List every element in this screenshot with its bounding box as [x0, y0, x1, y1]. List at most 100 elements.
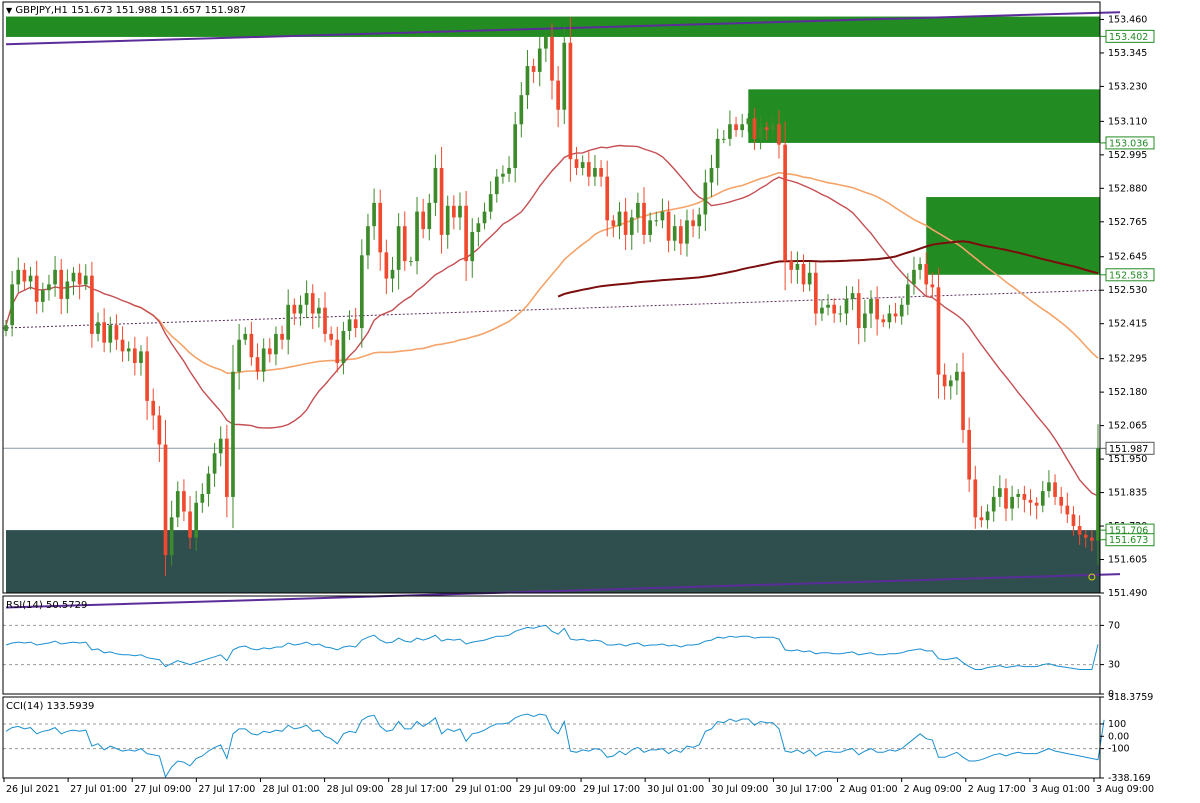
candle: [212, 442, 217, 487]
candle: [807, 261, 812, 292]
candle-body: [924, 264, 929, 285]
candle-body: [942, 374, 947, 387]
candle: [470, 218, 475, 278]
signal-marker: [1088, 573, 1096, 581]
candle-body: [1016, 494, 1021, 497]
candle: [243, 327, 248, 345]
time-tick-label: 2 Aug 17:00: [968, 784, 1026, 795]
header-collapse-icon[interactable]: ▼: [6, 6, 13, 15]
candle-body: [648, 220, 652, 235]
candle-body: [384, 252, 389, 279]
candle-body: [777, 124, 781, 145]
candle-body: [200, 494, 205, 503]
candle-body: [820, 307, 824, 314]
candle-body: [593, 167, 597, 177]
cci-pane-frame: [2, 696, 1101, 779]
candle: [323, 292, 327, 343]
candle: [415, 196, 419, 275]
candle-body: [605, 176, 610, 221]
candle-body: [237, 339, 241, 372]
candle: [636, 192, 640, 233]
candle-body: [918, 264, 922, 270]
candle: [1022, 485, 1027, 513]
candle-body: [636, 202, 640, 218]
time-tick-label: 30 Jul 09:00: [711, 784, 768, 795]
candle: [433, 154, 438, 217]
candle-body: [721, 138, 726, 140]
price-tick-label: 152.880: [1108, 183, 1147, 194]
cci-tick-label: 318.3759: [1108, 692, 1153, 703]
price-tick-label: 152.530: [1108, 285, 1147, 296]
candle: [83, 264, 88, 291]
candle: [96, 312, 100, 342]
candle: [59, 258, 64, 315]
candle: [1010, 485, 1014, 521]
candle: [666, 200, 671, 253]
price-tick-label: 152.765: [1108, 217, 1147, 228]
candle: [182, 479, 186, 522]
candle-body: [666, 211, 671, 241]
candle: [715, 128, 720, 186]
candle-body: [341, 330, 346, 364]
time-tick-label: 29 Jul 01:00: [455, 784, 512, 795]
candle: [654, 211, 659, 227]
price-tick-label: 152.180: [1108, 387, 1147, 398]
price-tag-box: [1105, 268, 1155, 282]
candle-body: [126, 348, 131, 352]
time-tick-label: 2 Aug 01:00: [840, 784, 898, 795]
cci-tick-label: 0.00: [1108, 731, 1129, 742]
price-tag-box: [1105, 533, 1155, 547]
candle-body: [998, 488, 1002, 497]
candle-body: [979, 517, 984, 521]
candle: [820, 299, 824, 321]
candle-body: [856, 293, 861, 329]
candle-body: [188, 511, 192, 538]
candle: [366, 213, 370, 270]
candle-body: [77, 272, 82, 285]
candle-body: [899, 304, 904, 317]
candle-body: [948, 380, 953, 387]
candle-body: [10, 284, 14, 326]
candle-body: [353, 319, 358, 329]
candle: [194, 490, 199, 551]
candle-body: [672, 226, 677, 241]
cci-label: CCI(14) 133.5939: [6, 701, 95, 712]
candle: [1053, 474, 1057, 505]
candle: [157, 405, 162, 462]
candle: [746, 113, 751, 133]
candle: [102, 308, 106, 353]
candle-body: [728, 124, 732, 139]
candle: [402, 211, 407, 271]
candle: [850, 286, 855, 311]
candle-body: [580, 162, 585, 168]
candle: [887, 304, 892, 329]
candle-body: [458, 205, 462, 218]
candle: [280, 325, 284, 350]
candle: [71, 267, 76, 296]
candle-body: [654, 220, 659, 222]
candle-body: [863, 313, 867, 329]
time-tick-label: 29 Jul 17:00: [583, 784, 640, 795]
candle-body: [145, 351, 149, 401]
candle-body: [1004, 488, 1008, 509]
candle: [1096, 424, 1100, 566]
candle: [556, 66, 560, 128]
candle-body: [623, 211, 628, 235]
price-tick-label: 152.415: [1108, 319, 1147, 330]
candle-body: [525, 66, 530, 96]
candle-body: [452, 205, 456, 218]
candle: [856, 279, 861, 345]
candle: [721, 130, 726, 144]
rsi-tick-label: 70: [1108, 620, 1120, 631]
candle-body: [537, 48, 542, 72]
trendline-0: [5, 11, 1121, 46]
candle-body: [1040, 491, 1045, 506]
candle: [1071, 506, 1076, 536]
candle: [274, 326, 278, 366]
symbol-header: ▼ GBPJPY,H1 151.673 151.988 151.657 151.…: [6, 5, 246, 16]
candle-body: [955, 371, 959, 381]
candle: [648, 212, 652, 243]
candle: [494, 168, 499, 203]
candle-body: [568, 42, 573, 160]
candle: [482, 202, 487, 230]
